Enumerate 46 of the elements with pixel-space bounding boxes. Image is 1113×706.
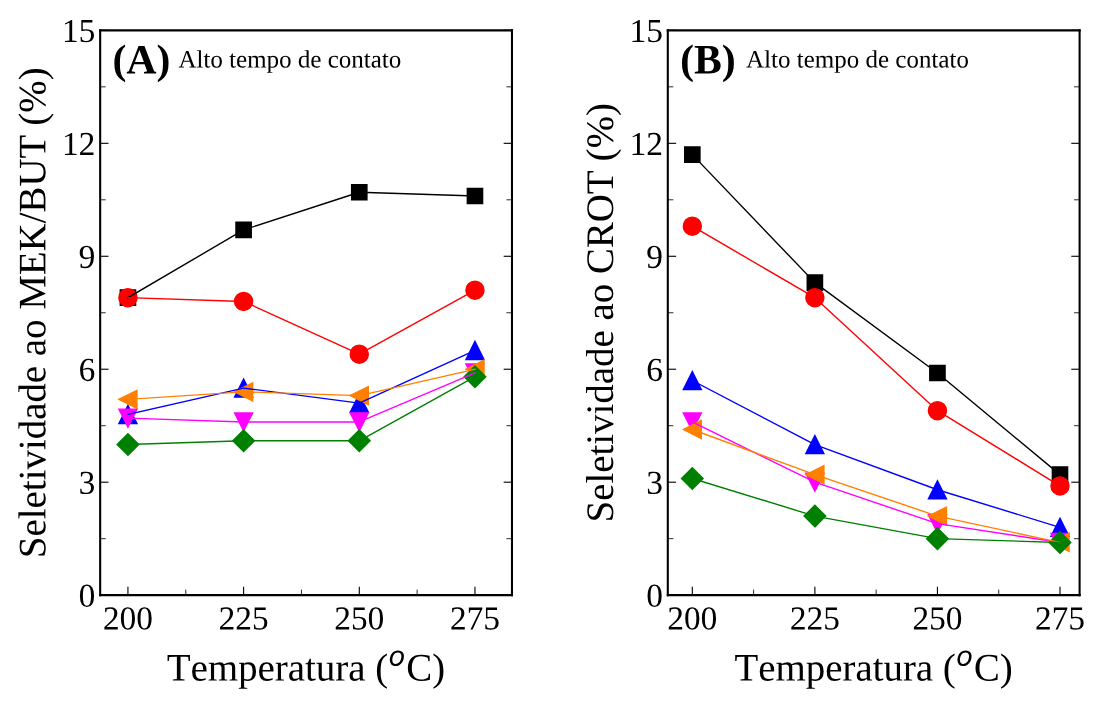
x-tick-label: 200 xyxy=(104,607,152,630)
y-axis-title: Seletividade ao CROT (%) xyxy=(586,104,622,520)
x-tick-label: 225 xyxy=(791,607,839,630)
point xyxy=(465,340,485,361)
x-axis-title: Temperatura ($^{o}$C) xyxy=(167,650,444,689)
point xyxy=(805,464,825,485)
chart-title: (A) xyxy=(114,44,169,83)
y-tick-label: 15 xyxy=(64,19,95,43)
x-tick-label: 200 xyxy=(668,607,717,630)
x-tick-label: 275 xyxy=(451,607,499,630)
y-tick-label: 9 xyxy=(79,245,94,269)
x-axis-title: Temperatura ($^{o}$C) xyxy=(735,650,1012,689)
text: Alto tempo de contato xyxy=(746,50,968,73)
y-tick-label: 6 xyxy=(647,358,662,382)
point xyxy=(1050,476,1070,496)
y-tick-label: 12 xyxy=(64,132,94,155)
point xyxy=(682,370,703,391)
chart-title: (B) xyxy=(681,44,734,83)
point xyxy=(116,433,140,457)
y-tick-label: 3 xyxy=(647,471,662,495)
x-tick-label: 225 xyxy=(220,607,268,630)
y-axis-title: Seletividade ao MEK/BUT (%) xyxy=(18,69,54,556)
point xyxy=(680,466,704,490)
point xyxy=(682,216,703,236)
y-tick-label: 9 xyxy=(647,245,662,269)
point xyxy=(465,280,485,300)
point xyxy=(349,412,370,432)
y-tick-label: 12 xyxy=(632,132,662,155)
point xyxy=(118,389,138,410)
x-tick-label: 250 xyxy=(913,607,962,630)
y-tick-label: 15 xyxy=(632,19,662,43)
y-tick-label: 3 xyxy=(80,471,95,495)
point xyxy=(233,412,254,432)
y-tick-label: 6 xyxy=(80,358,95,382)
x-tick-label: 275 xyxy=(1036,607,1084,630)
text: Alto tempo de contato xyxy=(178,50,401,73)
y-tick-label: 0 xyxy=(79,584,95,608)
y-tick-label: 0 xyxy=(647,584,662,608)
point xyxy=(805,434,825,455)
point xyxy=(683,146,701,163)
point xyxy=(235,221,252,239)
point xyxy=(350,183,368,201)
point xyxy=(927,480,948,500)
x-tick-label: 250 xyxy=(335,607,384,630)
point xyxy=(233,291,254,312)
point xyxy=(347,429,371,453)
